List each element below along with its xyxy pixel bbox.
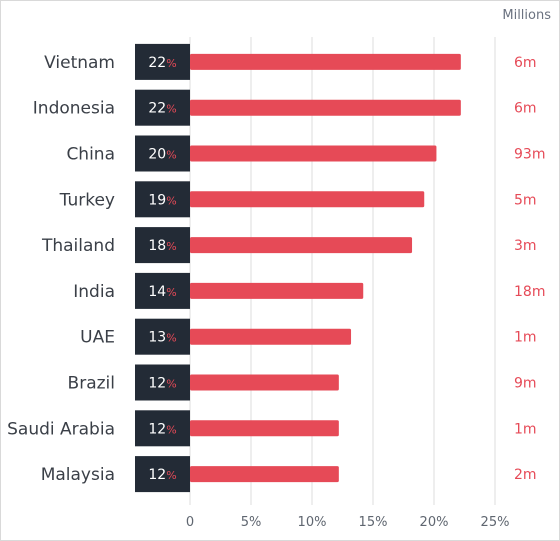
population-label: 9m [514,376,537,392]
bar-row: Indonesia 22% 6m [33,89,537,126]
country-label: Brazil [68,374,115,394]
population-label: 6m [514,101,537,117]
bar-row: Turkey 19% 5m [59,181,537,218]
right-axis-label: Millions [502,8,551,23]
x-tick-label: 20% [420,515,449,530]
bar [190,191,425,208]
value-box [135,227,190,264]
bar [190,328,352,345]
population-label: 1m [514,421,537,437]
value-box [135,456,190,493]
bar-row: India 14% 18m [73,272,545,309]
bar-row: Vietnam 22% 6m [44,43,537,80]
population-label: 18m [514,284,545,300]
value-label: 18% [148,238,176,254]
bar-row: Saudi Arabia 12% 1m [7,410,537,447]
value-box [135,43,190,80]
country-label: UAE [80,328,115,348]
value-box [135,364,190,401]
value-box [135,135,190,172]
bar-row: Brazil 12% 9m [68,364,537,401]
value-box [135,318,190,355]
bar [190,466,339,483]
bar [190,145,437,162]
bar [190,99,461,116]
value-box [135,89,190,126]
x-tick-label: 0 [186,515,194,530]
x-tick-label: 5% [241,515,262,530]
bar-row: UAE 13% 1m [80,318,537,355]
country-label: Thailand [41,236,115,256]
x-axis-ticks: 0 5% 10% 15% 20% 25% [186,515,510,530]
country-label: Vietnam [44,53,115,73]
population-label: 2m [514,467,537,483]
value-label: 13% [148,330,176,346]
value-label: 22% [148,55,176,71]
population-label: 93m [514,147,545,163]
bar [190,53,461,70]
country-label: Turkey [59,190,115,210]
bar [190,420,339,437]
bar-row: Thailand 18% 3m [41,227,537,264]
value-box [135,272,190,309]
value-box [135,410,190,447]
country-label: Indonesia [33,99,115,119]
value-label: 12% [148,421,176,437]
value-label: 22% [148,101,176,117]
population-label: 6m [514,55,537,71]
value-label: 12% [148,467,176,483]
bar [190,237,413,254]
bar [190,282,364,299]
value-label: 20% [148,147,176,163]
population-label: 5m [514,192,537,208]
value-label: 19% [148,192,176,208]
x-tick-label: 15% [359,515,388,530]
bar [190,374,339,391]
value-box [135,181,190,218]
x-tick-label: 25% [481,515,510,530]
value-label: 14% [148,284,176,300]
population-label: 3m [514,238,537,254]
bars: Vietnam 22% 6m Indonesia 22% 6m China 20% 93m Tur… [7,43,545,493]
bar-row: China 20% 93m [66,135,545,172]
country-label: Saudi Arabia [7,419,115,439]
x-tick-label: 10% [298,515,327,530]
country-label: China [66,145,115,165]
population-label: 1m [514,330,537,346]
value-label: 12% [148,376,176,392]
country-label: Malaysia [41,465,115,485]
bar-row: Malaysia 12% 2m [41,456,537,493]
country-label: India [73,282,115,302]
